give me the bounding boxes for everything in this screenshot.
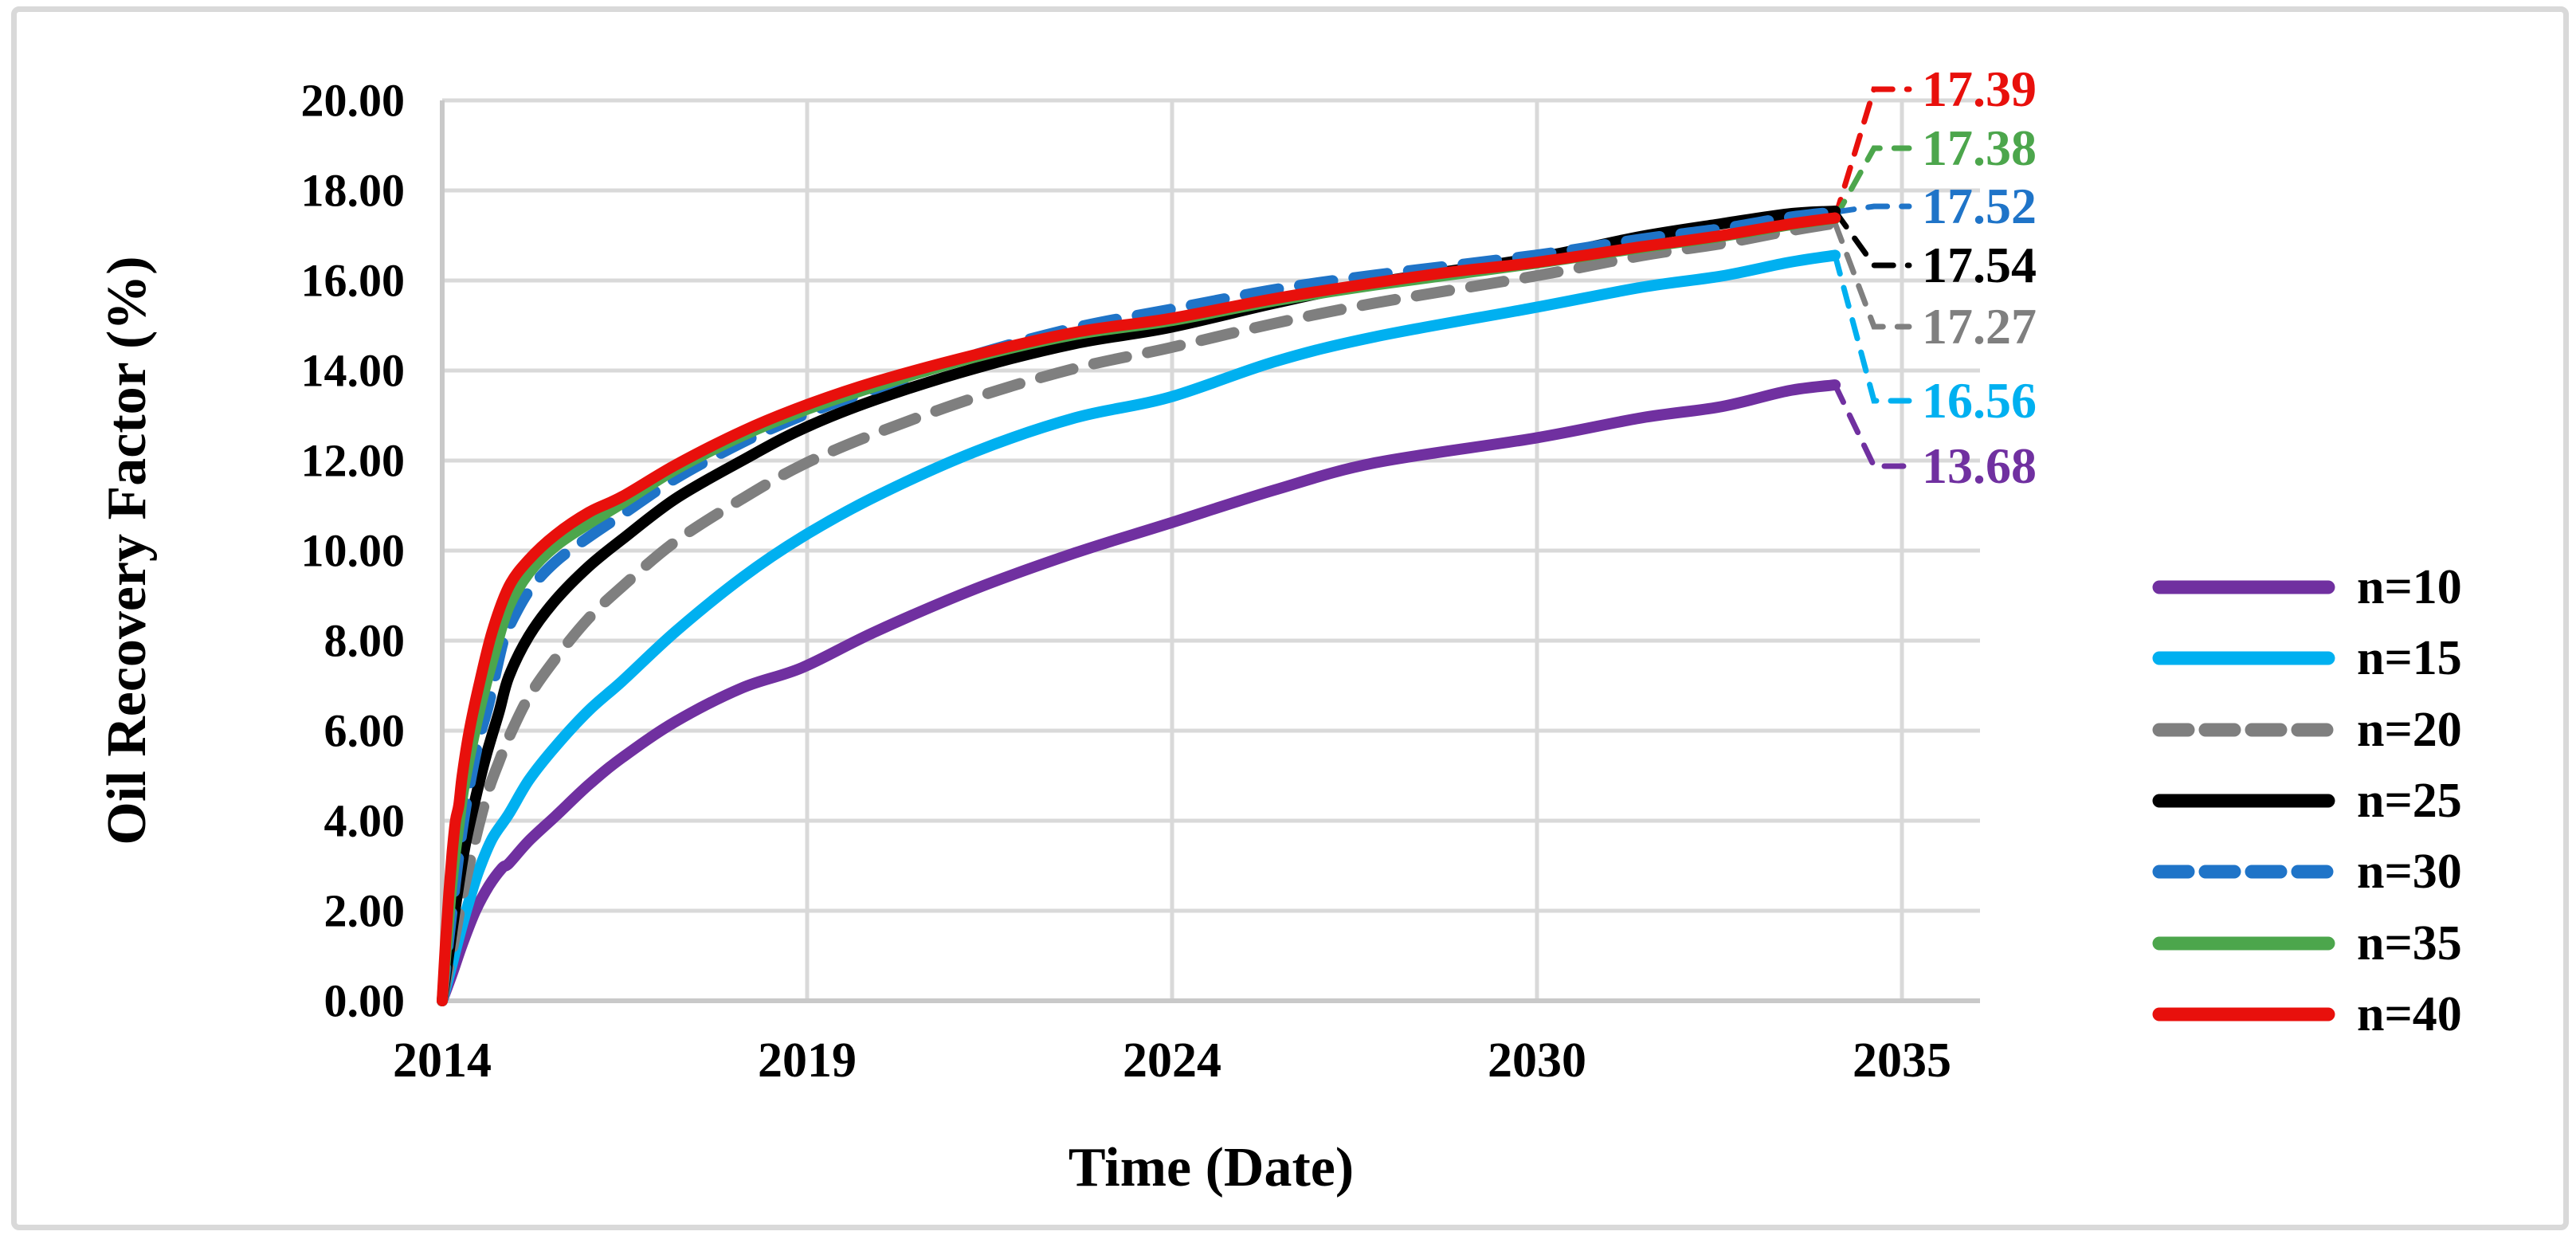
legend-item-n40: n=40: [2151, 987, 2462, 1041]
leader-line-n20: [1832, 220, 1912, 330]
legend-label-n15: n=15: [2357, 631, 2462, 685]
leader-line-n40: [1832, 86, 1912, 221]
legend-label-n20: n=20: [2357, 703, 2462, 757]
end-label-n25: 17.54: [1922, 237, 2037, 293]
series-line-n15: [437, 249, 1841, 1006]
end-label-n10: 13.68: [1922, 437, 2037, 494]
leader-line-n10: [1832, 382, 1912, 469]
end-label-n20: 17.27: [1922, 298, 2037, 355]
legend-label-n35: n=35: [2357, 916, 2462, 971]
y-tick-label: 16.00: [300, 254, 406, 307]
leader-line-n30: [1832, 203, 1912, 215]
end-label-n15: 16.56: [1922, 372, 2037, 429]
x-tick-label: 2035: [1853, 1033, 1951, 1088]
legend-label-n25: n=25: [2357, 774, 2462, 828]
legend-swatch-n40: [2152, 1007, 2335, 1022]
x-tick-label: 2024: [1123, 1033, 1221, 1088]
series-line-n40: [437, 212, 1841, 1006]
legend-item-n20: n=20: [2151, 703, 2462, 757]
chart-border: [11, 6, 2569, 1230]
end-label-n40: 17.39: [1922, 61, 2037, 117]
legend-swatch-n15: [2152, 651, 2335, 665]
y-tick-label: 10.00: [300, 524, 406, 577]
end-label-n35: 17.38: [1922, 120, 2037, 176]
y-tick-label: 8.00: [323, 614, 406, 667]
legend-swatch-n30: [2152, 865, 2335, 879]
y-tick-label: 4.00: [323, 794, 406, 847]
legend-swatch-n35: [2152, 936, 2335, 951]
legend-swatch-n25: [2152, 794, 2335, 808]
legend-item-n30: n=30: [2151, 845, 2462, 899]
end-label-n30: 17.52: [1922, 178, 2037, 234]
y-tick-label: 14.00: [300, 344, 406, 397]
leader-line-n35: [1832, 145, 1912, 222]
y-axis-title: Oil Recovery Factor (%): [96, 256, 158, 845]
x-tick-label: 2030: [1488, 1033, 1586, 1088]
y-tick-label: 20.00: [300, 74, 406, 127]
legend-item-n25: n=25: [2151, 774, 2462, 828]
y-tick-label: 6.00: [323, 704, 406, 757]
y-tick-label: 2.00: [323, 884, 406, 937]
leader-line-n25: [1832, 208, 1912, 269]
series-line-n20: [437, 218, 1841, 1006]
y-tick-label: 0.00: [323, 974, 406, 1027]
legend-label-n40: n=40: [2357, 987, 2462, 1041]
x-tick-label: 2014: [393, 1033, 492, 1088]
x-axis-title: Time (Date): [1068, 1137, 1355, 1198]
legend-swatch-n20: [2152, 723, 2335, 737]
legend-item-n35: n=35: [2151, 916, 2462, 971]
legend-label-n10: n=10: [2357, 560, 2462, 614]
legend-label-n30: n=30: [2357, 845, 2462, 899]
y-tick-label: 12.00: [300, 434, 406, 487]
legend-item-n15: n=15: [2151, 631, 2462, 685]
legend-swatch-n10: [2152, 580, 2335, 594]
legend-item-n10: n=10: [2151, 560, 2462, 614]
series-line-n10: [437, 379, 1841, 1006]
y-tick-label: 18.00: [300, 164, 406, 217]
x-tick-label: 2019: [758, 1033, 857, 1088]
leader-line-n15: [1832, 252, 1912, 404]
